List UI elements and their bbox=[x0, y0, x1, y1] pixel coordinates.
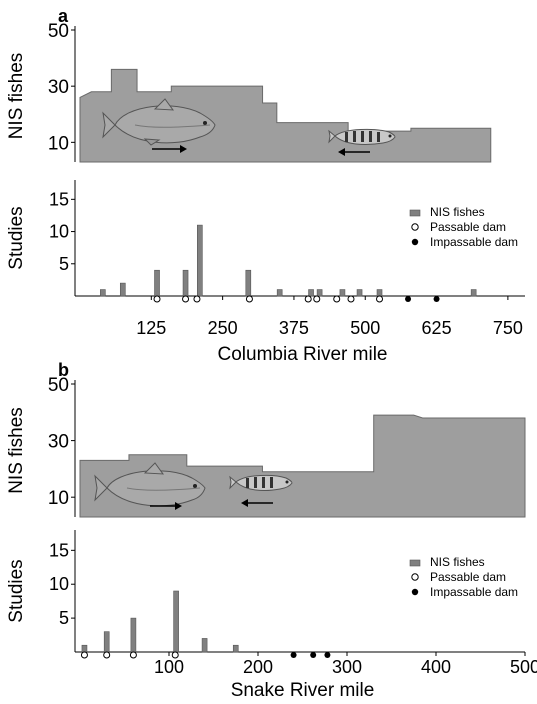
nis-fishes-bar bbox=[103, 631, 110, 653]
y-tick-label: 15 bbox=[49, 540, 69, 560]
impassable-dam-marker bbox=[290, 652, 297, 658]
nis-fishes-bar bbox=[276, 289, 283, 297]
legend-bar-swatch bbox=[409, 209, 421, 217]
panel-b-bar-chart: 5 10 15 Studies 100 200 300 400 500 Snake River m… bbox=[6, 530, 537, 701]
nis-fishes-bar bbox=[316, 289, 323, 297]
salmon-fish-icon bbox=[102, 98, 216, 146]
x-axis-label: Snake River mile bbox=[231, 680, 375, 701]
panel-a-bar-chart: 5 10 15 Studies 125 250 375 500 625 750 Columbia R… bbox=[6, 180, 525, 365]
passable-dam-marker bbox=[171, 651, 179, 659]
legend-bar-swatch bbox=[409, 559, 421, 567]
y-axis-label: Studies bbox=[6, 206, 27, 269]
legend-impassable-label: Impassable dam bbox=[430, 235, 518, 249]
x-tick-label: 750 bbox=[493, 318, 523, 338]
y-tick-label: 50 bbox=[48, 21, 69, 42]
nis-fishes-bar bbox=[119, 282, 126, 297]
nis-fishes-bar bbox=[154, 269, 160, 297]
passable-dam-marker bbox=[245, 295, 253, 303]
legend-passable-label: Passable dam bbox=[430, 570, 506, 584]
y-tick-label: 10 bbox=[48, 133, 69, 154]
legend-passable-swatch bbox=[411, 573, 419, 581]
passable-dam-marker bbox=[153, 295, 161, 303]
passable-dam-marker bbox=[103, 651, 111, 659]
nis-fishes-bar bbox=[100, 289, 106, 297]
legend-bar-label: NIS fishes bbox=[430, 555, 485, 569]
x-tick-label: 625 bbox=[422, 318, 452, 338]
panel-a: a 10 30 50 NIS fishes 5 10 15 Studies 125 250 375… bbox=[6, 6, 525, 365]
arrow-left-icon bbox=[241, 499, 273, 507]
panel-a-area-chart: 10 30 50 NIS fishes bbox=[6, 21, 492, 163]
passable-dam-marker bbox=[80, 651, 88, 659]
impassable-dam-marker bbox=[310, 652, 317, 658]
panel-b-letter: b bbox=[58, 360, 69, 380]
nis-fishes-bar bbox=[356, 289, 363, 297]
x-axis-label: Columbia River mile bbox=[218, 344, 388, 365]
nis-fishes-bar bbox=[376, 289, 383, 297]
y-tick-label: 10 bbox=[48, 488, 69, 509]
passable-dam-marker bbox=[333, 295, 341, 303]
nis-fishes-bar bbox=[81, 644, 88, 653]
impassable-dam-marker bbox=[405, 296, 412, 302]
y-tick-label: 10 bbox=[49, 222, 69, 242]
passable-dam-marker bbox=[313, 295, 321, 303]
juvenile-fish-icon bbox=[328, 128, 396, 145]
arrow-right-icon bbox=[150, 502, 182, 510]
impassable-dam-marker bbox=[324, 652, 331, 658]
passable-dam-marker bbox=[304, 295, 312, 303]
y-tick-label: 15 bbox=[49, 189, 69, 209]
y-axis-label: Studies bbox=[6, 559, 27, 622]
passable-dam-marker bbox=[129, 651, 137, 659]
x-tick-label: 400 bbox=[421, 657, 451, 677]
nis-fishes-bar bbox=[182, 269, 189, 297]
legend-passable-swatch bbox=[411, 223, 419, 231]
passable-dam-marker bbox=[193, 295, 201, 303]
x-tick-label: 375 bbox=[279, 318, 309, 338]
y-tick-label: 5 bbox=[59, 608, 69, 628]
legend-bar-label: NIS fishes bbox=[430, 205, 485, 219]
y-axis-label: NIS fishes bbox=[6, 53, 27, 140]
y-axis-label: NIS fishes bbox=[6, 407, 27, 494]
x-tick-label: 500 bbox=[510, 657, 537, 677]
arrow-left-icon bbox=[338, 148, 370, 156]
x-tick-label: 200 bbox=[243, 657, 273, 677]
nis-fishes-bar bbox=[470, 289, 477, 297]
nis-fishes-bar bbox=[201, 638, 208, 653]
nis-fishes-bar bbox=[245, 269, 252, 297]
y-tick-label: 30 bbox=[48, 432, 69, 453]
x-tick-label: 250 bbox=[208, 318, 238, 338]
x-tick-label: 300 bbox=[332, 657, 362, 677]
passable-dam-marker bbox=[347, 295, 355, 303]
passable-dam-marker bbox=[376, 295, 384, 303]
legend-passable-label: Passable dam bbox=[430, 220, 506, 234]
nis-fishes-bar bbox=[232, 644, 239, 653]
panel-b-area-chart: 10 30 50 NIS fishes bbox=[6, 375, 526, 518]
nis-fishes-bar bbox=[339, 289, 346, 297]
arrow-right-icon bbox=[152, 145, 187, 153]
x-tick-label: 100 bbox=[154, 657, 184, 677]
juvenile-fish-icon bbox=[229, 474, 293, 491]
panel-a-letter: a bbox=[58, 6, 69, 26]
panel-b: b 10 30 50 NIS fishes 5 10 15 Studies 100 200 300… bbox=[6, 360, 537, 701]
legend-impassable-label: Impassable dam bbox=[430, 585, 518, 599]
y-tick-label: 50 bbox=[48, 375, 69, 396]
legend-impassable-swatch bbox=[411, 238, 419, 246]
nis-fishes-bar bbox=[173, 590, 179, 653]
y-tick-label: 10 bbox=[49, 574, 69, 594]
nis-fishes-bar bbox=[308, 289, 314, 297]
y-tick-label: 5 bbox=[59, 254, 69, 274]
legend-impassable-swatch bbox=[411, 588, 419, 596]
y-tick-label: 30 bbox=[48, 77, 69, 98]
nis-fishes-bar bbox=[197, 224, 203, 297]
x-tick-label: 125 bbox=[136, 318, 166, 338]
passable-dam-marker bbox=[182, 295, 190, 303]
x-tick-label: 500 bbox=[350, 318, 380, 338]
nis-fishes-bar bbox=[130, 617, 137, 653]
